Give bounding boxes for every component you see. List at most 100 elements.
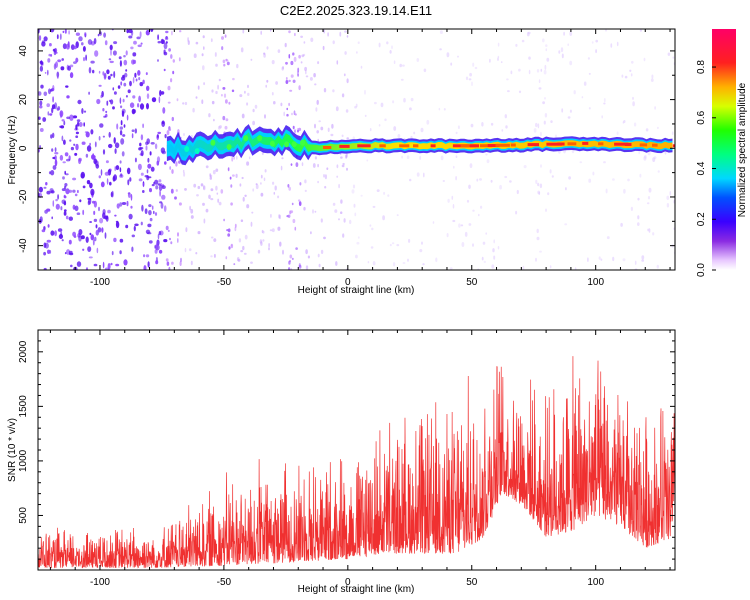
noise-blob — [550, 120, 553, 123]
noise-blob — [335, 261, 338, 266]
noise-blob — [140, 150, 144, 157]
noise-blob — [99, 217, 104, 224]
noise-blob — [51, 104, 56, 110]
noise-blob — [651, 74, 654, 79]
noise-blob — [47, 224, 50, 228]
noise-blob — [307, 255, 310, 259]
ridge-blob — [291, 141, 297, 148]
noise-blob — [273, 191, 276, 195]
noise-blob — [551, 175, 554, 178]
noise-blob — [85, 153, 89, 158]
noise-blob — [561, 53, 564, 59]
noise-blob — [232, 77, 235, 81]
noise-blob — [260, 182, 262, 185]
noise-blob — [104, 215, 109, 220]
noise-blob — [172, 70, 175, 75]
noise-blob — [592, 171, 595, 176]
noise-blob — [103, 32, 106, 38]
noise-blob — [40, 61, 44, 65]
noise-blob — [103, 74, 107, 80]
noise-blob — [196, 194, 199, 197]
noise-blob — [93, 200, 97, 208]
noise-blob — [154, 249, 158, 254]
noise-blob — [317, 253, 320, 258]
noise-blob — [90, 60, 95, 64]
noise-blob — [158, 231, 162, 236]
noise-blob — [61, 239, 64, 242]
noise-blob — [46, 190, 51, 195]
noise-blob — [574, 267, 577, 270]
noise-blob — [231, 156, 234, 162]
ridge-blob — [210, 139, 216, 146]
noise-blob — [426, 119, 430, 125]
noise-blob — [240, 250, 244, 253]
noise-blob — [147, 163, 152, 169]
noise-blob — [438, 107, 441, 111]
noise-blob — [110, 73, 113, 77]
noise-blob — [343, 73, 346, 77]
noise-blob — [62, 43, 67, 50]
noise-blob — [305, 70, 307, 75]
noise-blob — [409, 178, 412, 182]
noise-blob — [151, 205, 154, 210]
noise-blob — [533, 128, 537, 133]
noise-blob — [52, 96, 54, 103]
noise-blob — [299, 182, 302, 186]
spectrogram-image — [38, 29, 675, 270]
noise-blob — [155, 185, 159, 190]
noise-blob — [471, 81, 473, 87]
noise-blob — [46, 103, 50, 108]
noise-blob — [230, 244, 233, 247]
noise-blob — [94, 236, 97, 242]
noise-blob — [127, 89, 131, 94]
noise-blob — [68, 216, 74, 221]
noise-blob — [623, 120, 626, 123]
noise-blob — [83, 110, 87, 113]
noise-blob — [579, 161, 583, 164]
noise-blob — [364, 89, 366, 95]
noise-blob — [505, 125, 508, 129]
noise-blob — [203, 46, 205, 50]
noise-blob — [167, 101, 171, 104]
noise-blob — [128, 213, 133, 220]
ridge-hotspot — [652, 143, 658, 147]
noise-blob — [62, 30, 65, 34]
noise-blob — [305, 265, 309, 270]
ridge-hotspot — [413, 144, 419, 148]
noise-blob — [221, 46, 224, 51]
ridge-hotspot — [527, 143, 539, 147]
noise-blob — [64, 29, 67, 34]
noise-blob — [202, 35, 205, 39]
noise-blob — [327, 32, 329, 37]
noise-blob — [446, 233, 449, 238]
noise-blob — [621, 74, 624, 78]
noise-blob — [326, 167, 329, 170]
noise-blob — [137, 163, 142, 171]
noise-blob — [88, 67, 92, 74]
noise-blob — [639, 173, 642, 178]
noise-blob — [49, 113, 53, 116]
noise-blob — [285, 80, 289, 84]
noise-blob — [595, 39, 598, 43]
noise-blob — [407, 258, 409, 262]
noise-blob — [303, 53, 306, 57]
noise-blob — [135, 78, 138, 82]
noise-blob — [666, 203, 670, 208]
noise-blob — [652, 232, 655, 236]
noise-blob — [123, 59, 128, 66]
noise-blob — [296, 129, 300, 133]
noise-blob — [303, 206, 306, 211]
noise-blob — [87, 246, 92, 253]
ridge-blob — [284, 141, 290, 148]
noise-blob — [69, 72, 74, 79]
noise-blob — [108, 143, 113, 149]
noise-blob — [79, 199, 82, 203]
noise-blob — [378, 42, 381, 48]
noise-blob — [163, 51, 168, 56]
noise-blob — [293, 110, 296, 115]
ridge-hotspot — [460, 144, 477, 148]
noise-blob — [298, 54, 301, 59]
noise-blob — [46, 208, 51, 212]
noise-blob — [145, 254, 150, 258]
noise-blob — [132, 95, 136, 99]
